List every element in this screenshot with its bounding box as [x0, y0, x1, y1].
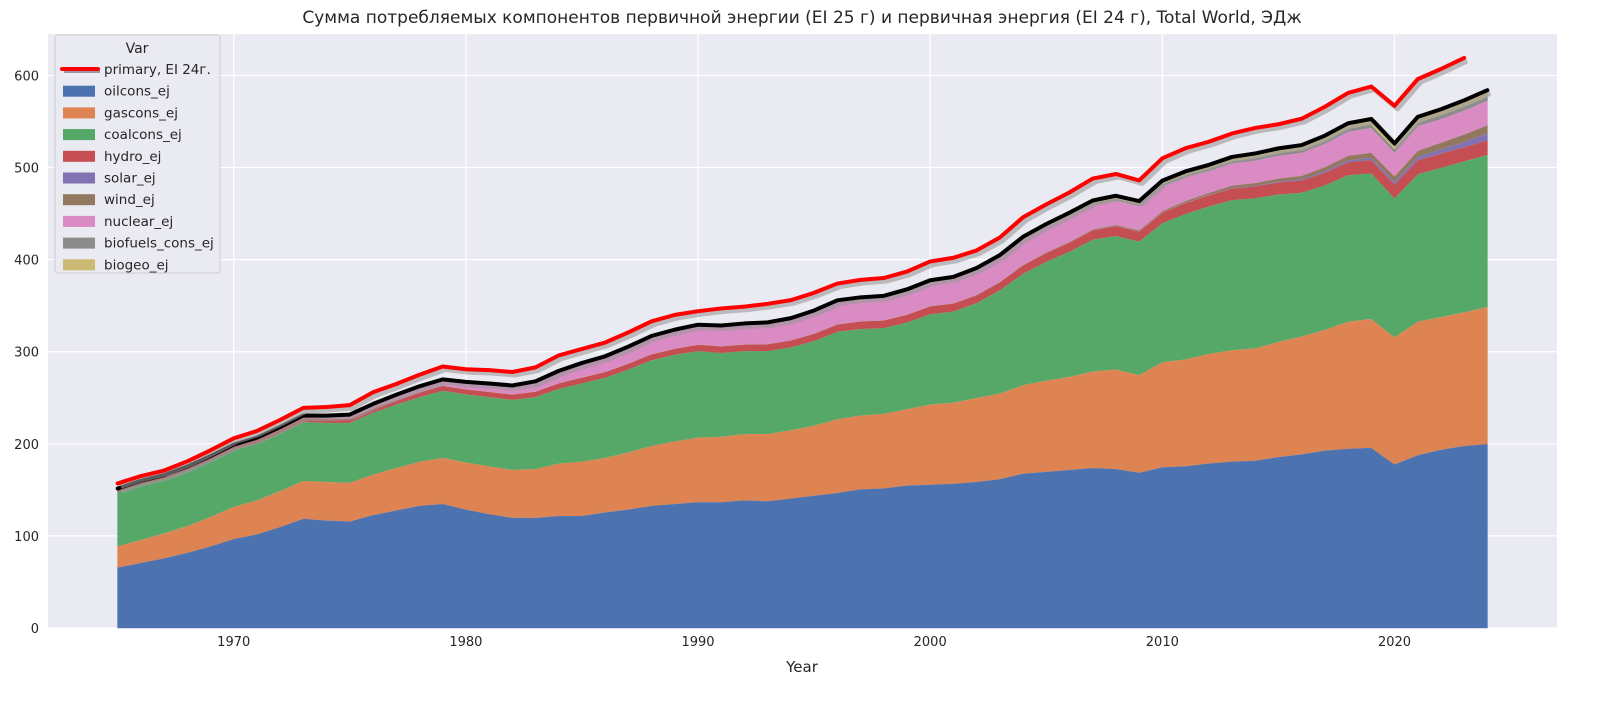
- chart-title: Сумма потребляемых компонентов первичной…: [302, 8, 1301, 28]
- legend-label: nuclear_ej: [104, 214, 173, 230]
- y-tick-label: 300: [14, 346, 39, 361]
- legend-swatch-biogeo-ej: [63, 259, 95, 271]
- legend-swatch-biofuels-cons-ej: [63, 237, 95, 249]
- x-tick-label: 1990: [681, 635, 714, 650]
- legend-title: Var: [126, 41, 149, 57]
- sum-line-shadow: [119, 90, 1492, 494]
- x-tick-labels: 1970 1980 1990 2000 2010 2020: [217, 635, 1411, 650]
- x-tick-label: 2010: [1146, 635, 1179, 650]
- legend-swatch-oilcons-ej: [63, 85, 95, 97]
- legend-swatch-coalcons-ej: [63, 129, 95, 141]
- legend-swatch-solar-ej: [63, 172, 95, 184]
- legend-label: hydro_ej: [104, 149, 161, 165]
- lines: [115, 55, 1492, 494]
- legend-swatch-wind-ej: [63, 194, 95, 206]
- legend-label: coalcons_ej: [104, 127, 182, 143]
- legend-label: primary, EI 24г.: [104, 62, 211, 78]
- legend-label: biofuels_cons_ej: [104, 236, 214, 252]
- x-tick-label: 1970: [217, 635, 250, 650]
- legend-label: biogeo_ej: [104, 257, 169, 273]
- x-tick-label: 2020: [1378, 635, 1411, 650]
- y-tick-label: 200: [14, 438, 39, 453]
- stacked-areas: [117, 89, 1488, 629]
- y-tick-label: 600: [14, 69, 39, 84]
- legend-label: wind_ej: [104, 192, 155, 208]
- legend-label: oilcons_ej: [104, 84, 170, 100]
- legend-swatch-nuclear-ej: [63, 215, 95, 227]
- legend-swatch-gascons-ej: [63, 107, 95, 119]
- title-background: [306, 4, 1300, 32]
- legend-label: gascons_ej: [104, 105, 178, 121]
- x-tick-label: 2000: [914, 635, 947, 650]
- primary-line: [115, 55, 1467, 486]
- sum-line: [115, 88, 1490, 491]
- y-tick-labels: 0 100 200 300 400 500 600: [14, 69, 39, 637]
- legend-swatch-hydro-ej: [63, 150, 95, 162]
- y-tick-label: 0: [31, 622, 39, 637]
- legend-box: [54, 34, 221, 274]
- primary-line-shadow: [119, 58, 1469, 489]
- x-tick-label: 1980: [449, 635, 482, 650]
- x-axis-label: Year: [785, 658, 819, 676]
- y-tick-label: 400: [14, 254, 39, 269]
- legend: Var primary, EI 24г. oilcons_ej gascons_ej…: [54, 34, 221, 274]
- y-tick-label: 500: [14, 162, 39, 177]
- y-tick-label: 100: [14, 530, 39, 545]
- legend-label: solar_ej: [104, 171, 156, 187]
